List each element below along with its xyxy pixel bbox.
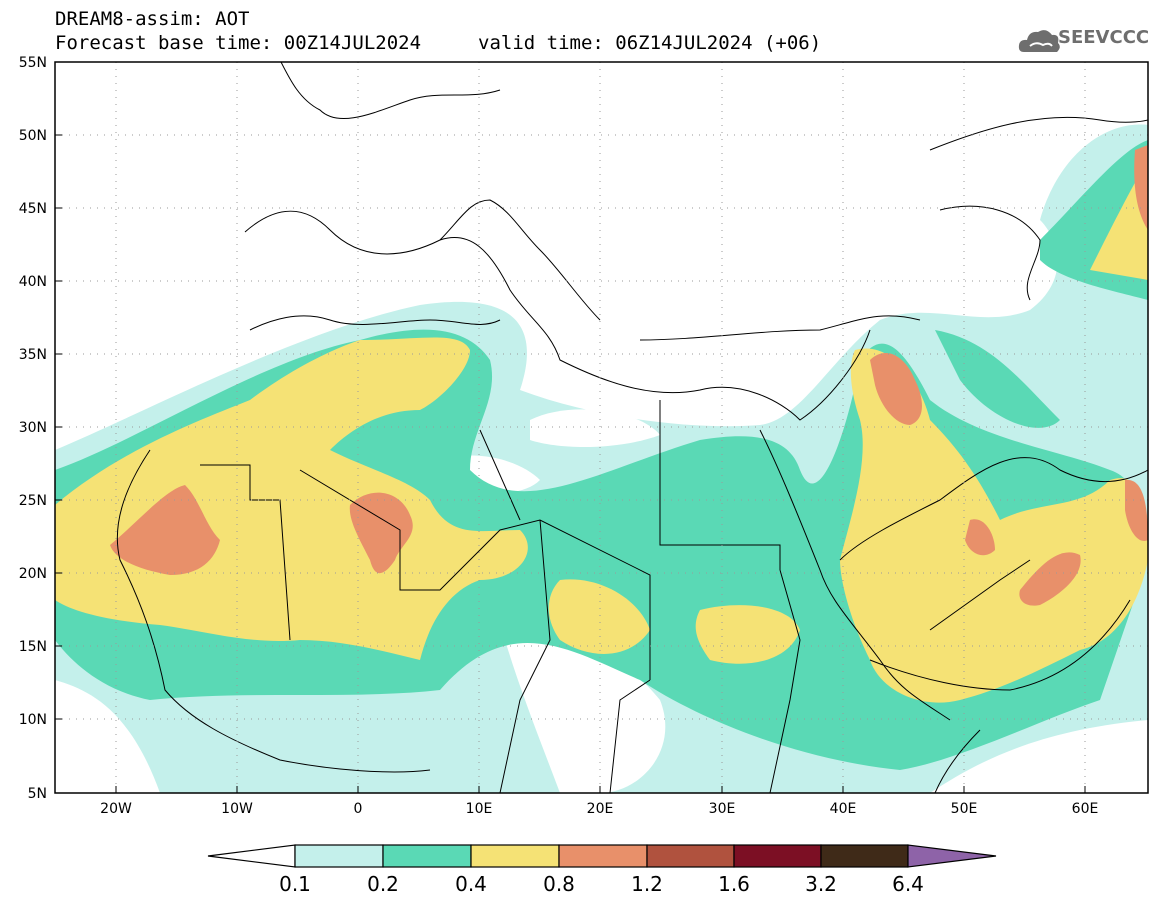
aot-level-0.8 (110, 145, 1148, 606)
colorbar-segment (646, 844, 735, 868)
colorbar-labels: 0.1 0.2 0.4 0.8 1.2 1.6 3.2 6.4 (279, 872, 924, 896)
colorbar (207, 844, 997, 868)
colorbar-segment (294, 844, 384, 868)
lon-label: 60E (1072, 801, 1099, 817)
colorbar-segment (558, 844, 648, 868)
colorbar-label: 0.8 (543, 872, 575, 896)
gridlines (55, 62, 1148, 793)
lon-label: 0 (354, 801, 363, 817)
lon-label: 20W (100, 801, 132, 817)
lat-label: 20N (19, 566, 47, 582)
lon-label: 10E (466, 801, 493, 817)
lat-label: 55N (19, 55, 47, 71)
lat-label: 45N (19, 201, 47, 217)
map-title: DREAM8-assim: AOT (55, 8, 250, 30)
colorbar-label: 0.4 (455, 872, 487, 896)
aot-field (55, 124, 1148, 793)
valid-time: valid time: 06Z14JUL2024 (+06) (478, 32, 822, 54)
lat-label: 30N (19, 420, 47, 436)
forecast-base-time: Forecast base time: 00Z14JUL2024 (55, 32, 422, 54)
logo-text: SEEVCCC (1058, 27, 1150, 48)
aot-level-0.2 (55, 140, 1148, 770)
colorbar-segment (820, 844, 909, 868)
lon-label: 30E (709, 801, 736, 817)
aot-clean-areas (55, 409, 1148, 793)
colorbar-segment-below (207, 844, 296, 868)
aot-level-0.1 (55, 124, 1148, 793)
lat-label: 5N (28, 786, 47, 802)
colorbar-segment (733, 844, 822, 868)
lat-label: 10N (19, 712, 47, 728)
lat-label: 25N (19, 493, 47, 509)
colorbar-label: 3.2 (805, 872, 837, 896)
colorbar-label: 1.6 (718, 872, 750, 896)
map-frame (54, 61, 1149, 794)
lon-label: 20E (587, 801, 614, 817)
lon-label: 40E (830, 801, 857, 817)
colorbar-label: 1.2 (631, 872, 663, 896)
longitude-labels: 20W 10W 0 10E 20E 30E 40E 50E 60E (100, 801, 1098, 817)
aot-level-0.4 (55, 160, 1148, 703)
lat-label: 50N (19, 128, 47, 144)
lat-label: 35N (19, 347, 47, 363)
latitude-labels: 55N 50N 45N 40N 35N 30N 25N 20N 15N 10N … (19, 55, 47, 802)
tick-marks (55, 61, 1086, 794)
colorbar-label: 0.1 (279, 872, 311, 896)
coastlines (116, 62, 1148, 793)
colorbar-segment-above (907, 844, 997, 868)
colorbar-label: 6.4 (892, 872, 924, 896)
colorbar-segment (382, 844, 472, 868)
colorbar-label: 0.2 (367, 872, 399, 896)
lat-label: 40N (19, 274, 47, 290)
lat-label: 15N (19, 639, 47, 655)
cloud-icon (1018, 30, 1060, 52)
colorbar-segment (470, 844, 560, 868)
lon-label: 50E (951, 801, 978, 817)
lon-label: 10W (221, 801, 253, 817)
